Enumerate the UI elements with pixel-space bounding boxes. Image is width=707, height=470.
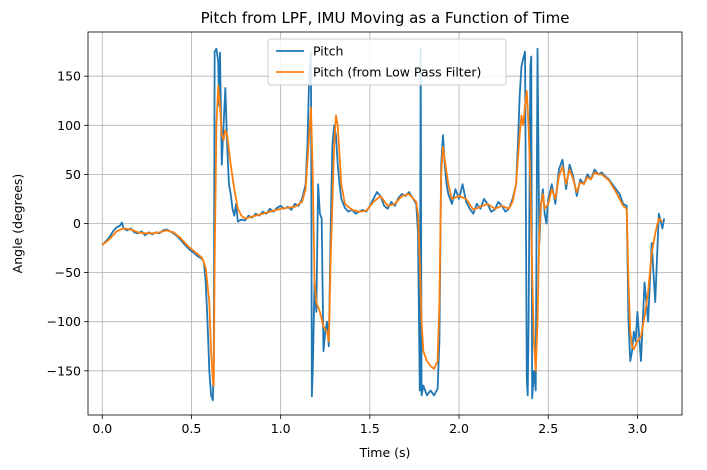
x-tick-label: 2.0 <box>449 421 469 436</box>
y-tick-label: −150 <box>47 363 81 378</box>
y-axis-label: Angle (degrees) <box>10 174 25 274</box>
x-tick-label: 3.0 <box>627 421 647 436</box>
legend-label-lpf: Pitch (from Low Pass Filter) <box>313 65 481 80</box>
plot-lines <box>101 47 666 402</box>
y-tick-label: −100 <box>47 314 81 329</box>
chart-title: Pitch from LPF, IMU Moving as a Function… <box>201 9 570 27</box>
y-tick-label: 100 <box>57 118 81 133</box>
x-axis-ticks: 0.0 0.5 1.0 1.5 2.0 2.5 3.0 <box>92 415 647 436</box>
y-tick-label: 50 <box>65 167 81 182</box>
y-tick-label: 150 <box>57 69 81 84</box>
y-tick-label: −50 <box>55 265 81 280</box>
x-tick-label: 1.5 <box>360 421 380 436</box>
legend-label-pitch: Pitch <box>313 44 343 59</box>
x-axis-label: Time (s) <box>359 445 411 460</box>
x-tick-label: 0.0 <box>92 421 112 436</box>
series-line-lpf <box>101 85 663 387</box>
y-axis-ticks: −150 −100 −50 0 50 100 150 <box>47 69 88 378</box>
x-tick-label: 2.5 <box>538 421 558 436</box>
legend-box <box>267 38 507 86</box>
x-tick-label: 1.0 <box>271 421 291 436</box>
y-tick-label: 0 <box>73 216 81 231</box>
legend: Pitch Pitch (from Low Pass Filter) <box>267 38 507 86</box>
x-tick-label: 0.5 <box>182 421 202 436</box>
